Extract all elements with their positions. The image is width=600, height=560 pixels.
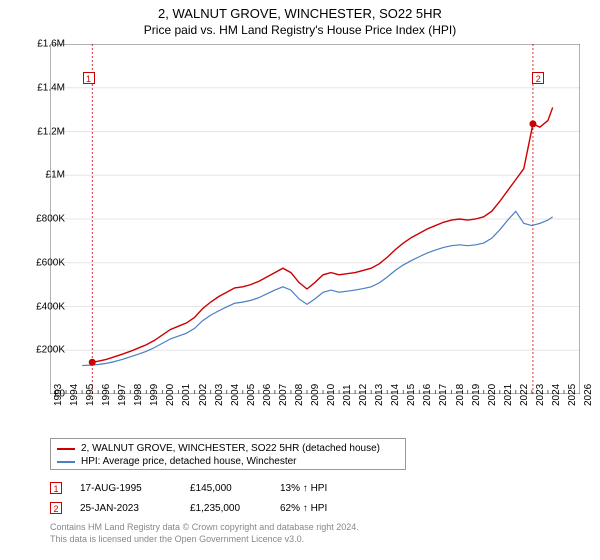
xtick-label: 2018 — [455, 384, 466, 406]
xtick-label: 2006 — [262, 384, 273, 406]
ytick-label: £800K — [36, 214, 65, 225]
legend-item-1: 2, WALNUT GROVE, WINCHESTER, SO22 5HR (d… — [57, 442, 399, 455]
xtick-label: 2024 — [551, 384, 562, 406]
xtick-label: 2014 — [390, 384, 401, 406]
xtick-label: 2021 — [503, 384, 514, 406]
xtick-label: 2025 — [567, 384, 578, 406]
xtick-label: 2008 — [294, 384, 305, 406]
xtick-label: 1997 — [117, 384, 128, 406]
ytick-label: £200K — [36, 345, 65, 356]
xtick-label: 2012 — [358, 384, 369, 406]
ytick-label: £1.2M — [37, 126, 65, 137]
xtick-label: 1996 — [101, 384, 112, 406]
ytick-label: £1.4M — [37, 82, 65, 93]
xtick-label: 2002 — [198, 384, 209, 406]
sale-row-1: 1 17-AUG-1995 £145,000 13% ↑ HPI — [50, 478, 360, 498]
xtick-label: 2003 — [214, 384, 225, 406]
ytick-label: £1M — [46, 170, 65, 181]
xtick-label: 2019 — [471, 384, 482, 406]
xtick-label: 2000 — [165, 384, 176, 406]
legend-swatch-1 — [57, 448, 75, 450]
xtick-label: 2001 — [181, 384, 192, 406]
chart-subtitle: Price paid vs. HM Land Registry's House … — [0, 21, 600, 41]
xtick-label: 1993 — [53, 384, 64, 406]
xtick-label: 2022 — [519, 384, 530, 406]
ytick-label: £1.6M — [37, 39, 65, 50]
legend-item-2: HPI: Average price, detached house, Winc… — [57, 455, 399, 468]
chart-plot-area — [50, 44, 580, 394]
sale-date-2: 25-JAN-2023 — [80, 503, 190, 514]
legend: 2, WALNUT GROVE, WINCHESTER, SO22 5HR (d… — [50, 438, 406, 470]
sale-row-2: 2 25-JAN-2023 £1,235,000 62% ↑ HPI — [50, 498, 360, 518]
chart-marker-1: 1 — [83, 72, 95, 84]
xtick-label: 2016 — [422, 384, 433, 406]
legend-label-2: HPI: Average price, detached house, Winc… — [81, 456, 297, 467]
xtick-label: 1995 — [85, 384, 96, 406]
xtick-label: 2020 — [487, 384, 498, 406]
xtick-label: 2007 — [278, 384, 289, 406]
chart-container: 2, WALNUT GROVE, WINCHESTER, SO22 5HR Pr… — [0, 0, 600, 560]
footer-line-2: This data is licensed under the Open Gov… — [50, 534, 359, 546]
xtick-label: 2011 — [342, 384, 353, 406]
sale-delta-2: 62% ↑ HPI — [280, 503, 360, 514]
footer-attribution: Contains HM Land Registry data © Crown c… — [50, 522, 359, 545]
sale-delta-1: 13% ↑ HPI — [280, 483, 360, 494]
xtick-label: 2010 — [326, 384, 337, 406]
chart-marker-2: 2 — [532, 72, 544, 84]
xtick-label: 2005 — [246, 384, 257, 406]
xtick-label: 2023 — [535, 384, 546, 406]
xtick-label: 2009 — [310, 384, 321, 406]
chart-svg — [50, 44, 580, 394]
ytick-label: £400K — [36, 301, 65, 312]
sale-marker-1: 1 — [50, 482, 62, 494]
legend-swatch-2 — [57, 461, 75, 463]
sale-price-1: £145,000 — [190, 483, 280, 494]
xtick-label: 2004 — [230, 384, 241, 406]
xtick-label: 1998 — [133, 384, 144, 406]
sale-marker-2: 2 — [50, 502, 62, 514]
xtick-label: 1994 — [69, 384, 80, 406]
footer-line-1: Contains HM Land Registry data © Crown c… — [50, 522, 359, 534]
legend-label-1: 2, WALNUT GROVE, WINCHESTER, SO22 5HR (d… — [81, 443, 380, 454]
sale-price-2: £1,235,000 — [190, 503, 280, 514]
ytick-label: £600K — [36, 257, 65, 268]
xtick-label: 2015 — [406, 384, 417, 406]
xtick-label: 2017 — [438, 384, 449, 406]
xtick-label: 2026 — [583, 384, 594, 406]
sale-date-1: 17-AUG-1995 — [80, 483, 190, 494]
chart-title: 2, WALNUT GROVE, WINCHESTER, SO22 5HR — [0, 0, 600, 21]
sales-table: 1 17-AUG-1995 £145,000 13% ↑ HPI 2 25-JA… — [50, 478, 360, 518]
xtick-label: 1999 — [149, 384, 160, 406]
xtick-label: 2013 — [374, 384, 385, 406]
